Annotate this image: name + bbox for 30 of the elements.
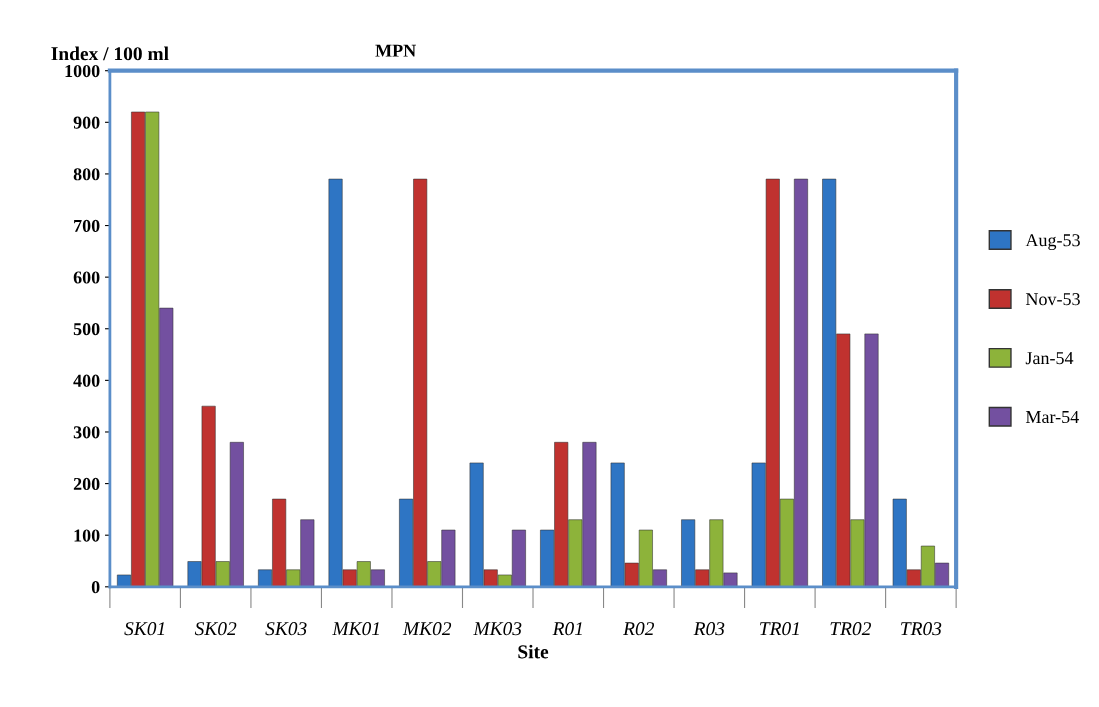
- y-tick-label: 900: [73, 116, 100, 129]
- y-axis-title: Index / 100 ml: [51, 46, 169, 61]
- legend-label: Aug-53: [1025, 234, 1080, 250]
- chart-title: MPN: [375, 44, 416, 57]
- y-tick-label: 600: [73, 271, 100, 284]
- y-tick-label: 1000: [65, 64, 100, 78]
- y-tick-label: 0: [91, 581, 100, 594]
- y-tick-label: 300: [73, 426, 100, 439]
- x-axis-title: Site: [518, 644, 549, 659]
- x-tick-label: R01: [552, 622, 582, 636]
- x-tick-label: MK01: [332, 622, 379, 636]
- x-tick-label: MK02: [402, 622, 452, 636]
- legend-label: Jan-54: [1025, 352, 1074, 365]
- y-tick-label: 700: [74, 219, 100, 232]
- x-tick-label: R03: [693, 622, 725, 636]
- x-tick-label: SK02: [194, 622, 237, 636]
- y-tick-label: 500: [73, 323, 100, 336]
- x-tick-label: MK03: [473, 622, 522, 636]
- y-tick-label: 400: [73, 374, 100, 387]
- x-tick-label: R02: [623, 622, 655, 636]
- x-tick-label: TR02: [830, 622, 871, 636]
- y-tick-label: 100: [74, 529, 100, 542]
- y-tick-label: 200: [73, 477, 100, 491]
- legend-label: Nov-53: [1025, 293, 1080, 306]
- legend-label: Mar-54: [1025, 411, 1079, 424]
- x-tick-label: SK03: [265, 622, 307, 636]
- x-tick-label: TR01: [760, 622, 799, 636]
- y-tick-label: 800: [73, 168, 100, 181]
- x-tick-label: SK01: [124, 622, 165, 636]
- x-tick-label: TR03: [901, 622, 942, 636]
